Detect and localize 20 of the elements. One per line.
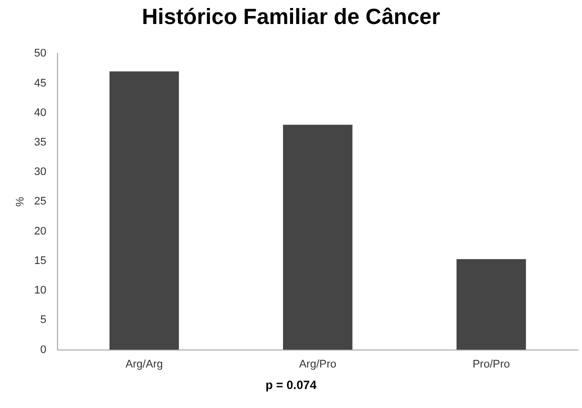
bar [283,124,352,350]
bar [109,71,179,350]
y-tick-label: 30 [34,166,46,178]
y-tick-label: 35 [34,136,46,148]
chart-title: Histórico Familiar de Câncer [140,4,442,30]
y-tick-label: 0 [40,344,46,356]
x-tick-label: Arg/Pro [299,358,336,370]
x-tick-label: Arg/Arg [126,358,163,370]
y-tick-label: 15 [34,254,46,267]
y-axis-title: % [14,196,27,207]
text: p = 0.074 [264,378,318,392]
y-tick-label: 5 [40,314,46,326]
x-tick-label: Pro/Pro [472,358,510,370]
y-tick-label: 50 [34,48,46,60]
y-tick-label: 40 [34,106,46,119]
y-tick-label: 10 [34,284,46,297]
y-tick-label: 25 [34,196,46,208]
y-tick-label: 45 [34,77,46,90]
bar [456,259,526,350]
y-tick-label: 20 [34,225,46,238]
